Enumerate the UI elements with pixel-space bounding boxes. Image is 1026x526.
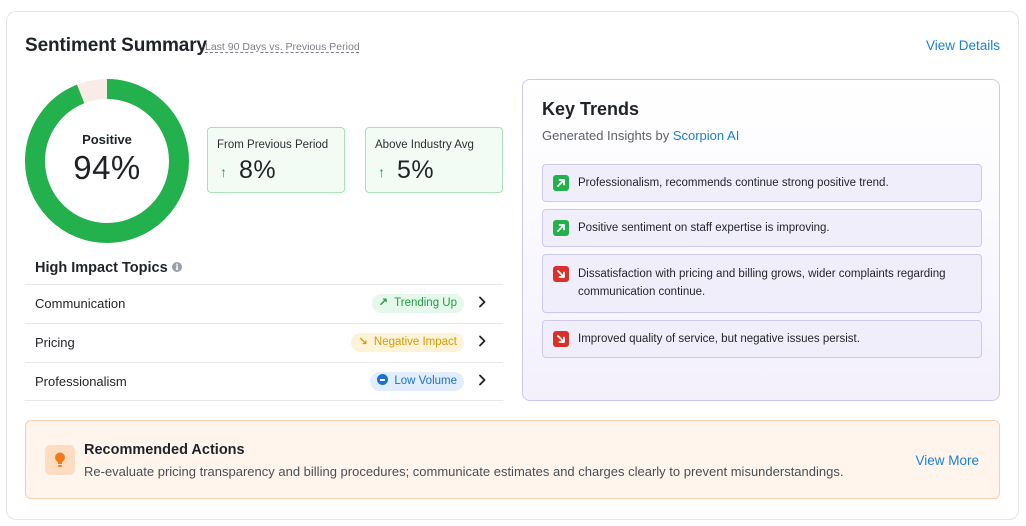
period-subtitle: Last 90 Days vs. Previous Period [205, 41, 360, 53]
topic-row-pricing[interactable]: Pricing ↘ Negative Impact [25, 323, 503, 362]
trend-down-icon [553, 331, 569, 347]
chevron-right-icon[interactable] [475, 334, 489, 348]
recommended-actions-title: Recommended Actions [84, 442, 245, 458]
sentiment-value: 94% [73, 148, 141, 186]
minus-circle-icon [377, 374, 389, 385]
info-icon[interactable]: i [172, 262, 182, 272]
badge-label: Low Volume [394, 375, 457, 387]
stat-previous-period: From Previous Period ↑ 8% [207, 127, 345, 193]
trend-up-icon: ↗ [378, 297, 389, 309]
trend-item: Improved quality of service, but negativ… [542, 320, 982, 358]
key-trends-title: Key Trends [542, 99, 640, 119]
page-title: Sentiment Summary [25, 35, 208, 56]
trend-item: Positive sentiment on staff expertise is… [542, 209, 982, 247]
trend-item: Professionalism, recommends continue str… [542, 164, 982, 202]
topic-name: Professionalism [35, 374, 127, 389]
trend-text: Dissatisfaction with pricing and billing… [578, 268, 946, 298]
badge-label: Negative Impact [373, 336, 457, 348]
trend-text: Positive sentiment on staff expertise is… [578, 222, 830, 234]
view-details-link[interactable]: View Details [925, 38, 1000, 53]
stat-value: 5% [397, 156, 435, 184]
stat-value: 8% [239, 156, 277, 184]
status-badge-low-volume: Low Volume [370, 372, 464, 391]
subtitle-prefix: Generated Insights by [542, 128, 670, 143]
donut-center: Positive 94% [25, 79, 189, 243]
arrow-up-icon: ↑ [220, 164, 227, 180]
topic-name: Communication [35, 296, 126, 311]
recommended-actions-panel: Recommended Actions Re-evaluate pricing … [25, 420, 1000, 499]
recommended-actions-text: Re-evaluate pricing transparency and bil… [84, 464, 844, 479]
high-impact-topics-title: High Impact Topics [35, 260, 168, 276]
status-badge-negative-impact: ↘ Negative Impact [351, 333, 464, 352]
lightbulb-icon [45, 445, 75, 475]
sentiment-donut-chart [25, 79, 189, 243]
key-trends-subtitle: Generated Insights by Scorpion AI [542, 128, 739, 143]
topic-name: Pricing [35, 335, 75, 350]
status-badge-trending-up: ↗ Trending Up [371, 294, 464, 313]
chevron-right-icon[interactable] [475, 295, 489, 309]
topic-row-professionalism[interactable]: Professionalism Low Volume [25, 362, 503, 401]
trend-up-icon [553, 220, 569, 236]
scorpion-ai-link[interactable]: Scorpion AI [672, 128, 740, 143]
topic-row-communication[interactable]: Communication ↗ Trending Up [25, 284, 503, 323]
stat-industry-avg: Above Industry Avg ↑ 5% [365, 127, 503, 193]
arrow-up-icon: ↑ [378, 164, 385, 180]
stat-label: From Previous Period [217, 139, 329, 151]
view-more-link[interactable]: View More [915, 453, 979, 468]
trend-text: Improved quality of service, but negativ… [578, 333, 860, 345]
chevron-right-icon[interactable] [475, 373, 489, 387]
donut-positive-arc [25, 79, 189, 243]
badge-label: Trending Up [394, 297, 457, 309]
trend-text: Professionalism, recommends continue str… [578, 177, 889, 189]
trend-up-icon [553, 175, 569, 191]
sentiment-label: Positive [82, 131, 132, 147]
stat-label: Above Industry Avg [375, 139, 474, 151]
trend-down-icon [553, 266, 569, 282]
key-trends-panel: Key Trends Generated Insights by Scorpio… [522, 79, 1000, 401]
trend-item: Dissatisfaction with pricing and billing… [542, 254, 982, 313]
trend-down-icon: ↘ [358, 336, 368, 348]
